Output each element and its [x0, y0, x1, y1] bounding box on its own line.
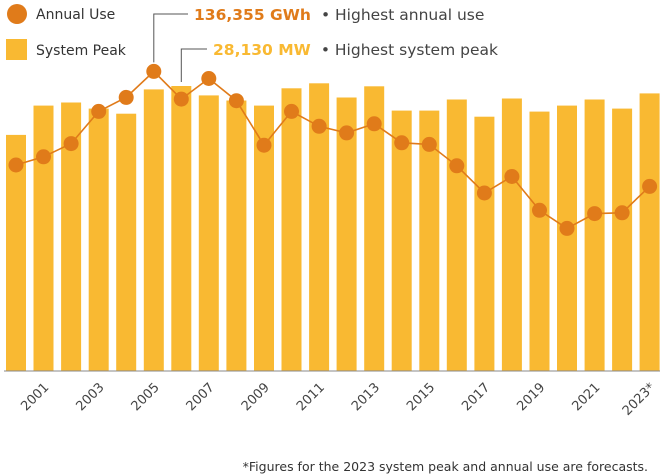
- svg-text:136,355 GWh • Highest an: 136,355 GWh • Highest annual use: [194, 5, 484, 24]
- annual-use-point-2021: [587, 206, 603, 222]
- annual-use-point-2006: [173, 91, 189, 107]
- system-peak-bar-2021: [584, 99, 605, 371]
- annotation-annual-use-value: 136,355 GWh: [194, 6, 311, 24]
- annual-use-point-2014: [394, 135, 410, 151]
- annual-use-point-2015: [421, 136, 437, 152]
- annual-use-point-2004: [118, 89, 134, 105]
- system-peak-bar-2001: [33, 105, 54, 371]
- annual-use-point-2008: [228, 93, 244, 109]
- legend-system-peak-label: System Peak: [36, 43, 127, 59]
- system-peak-bar-2013: [364, 86, 385, 372]
- system-peak-bar-2015: [419, 110, 440, 371]
- annual-use-point-2012: [339, 125, 355, 141]
- system-peak-bar-2016: [446, 99, 467, 371]
- annual-use-point-2019: [532, 202, 547, 218]
- x-tick-label-2023: 2023*: [620, 380, 659, 419]
- legend-annual-use-label: Annual Use: [36, 7, 115, 23]
- annotation-leader-system-peak: [180, 48, 207, 82]
- system-peak-bar-2022: [612, 108, 633, 371]
- annual-use-point-2003: [91, 103, 107, 119]
- system-peak-bars: [6, 83, 660, 372]
- legend: Annual Use System Peak: [6, 4, 127, 60]
- x-tick-label-2007: 2007: [184, 380, 218, 414]
- annual-use-point-2007: [201, 71, 217, 86]
- annotation-annual-use-text: • Highest annual use: [321, 6, 484, 24]
- x-tick-label-2001: 2001: [18, 380, 52, 414]
- system-peak-bar-2003: [88, 108, 109, 371]
- annual-use-point-2017: [476, 185, 492, 201]
- system-peak-bar-2009: [254, 105, 274, 371]
- x-tick-label-2005: 2005: [129, 380, 163, 414]
- annual-use-point-2023: [642, 178, 658, 194]
- system-peak-bar-2014: [391, 110, 412, 371]
- system-peak-bar-2011: [309, 83, 330, 372]
- x-tick-label-2021: 2021: [569, 380, 603, 414]
- x-tick-label-2017: 2017: [459, 380, 493, 414]
- system-peak-bar-2005: [143, 89, 164, 372]
- annual-use-point-2000: [8, 157, 24, 173]
- annotation-highest-annual-use: 136,355 GWh • Highest annual use: [153, 5, 484, 63]
- annual-use-polyline: [15, 70, 651, 230]
- annotation-system-peak-text: • Highest system peak: [321, 41, 498, 59]
- x-tick-label-2009: 2009: [239, 380, 273, 414]
- annual-use-line: [8, 63, 658, 236]
- system-peak-bar-2023: [639, 93, 660, 372]
- system-peak-bar-2000: [6, 134, 26, 371]
- annual-use-point-2001: [36, 149, 51, 165]
- footnote: *Figures for the 2023 system peak and an…: [243, 459, 648, 474]
- x-tick-label-2015: 2015: [404, 380, 438, 414]
- x-axis-ticks: 2001 2003 2005 2007 2009 2011 2013 2015 2017 2019…: [18, 380, 658, 419]
- annotation-highest-system-peak: 28,130 MW • Highest system peak: [180, 40, 498, 82]
- system-peak-bar-2010: [281, 88, 302, 372]
- x-tick-label-2003: 2003: [74, 380, 108, 414]
- x-tick-label-2019: 2019: [514, 380, 548, 414]
- system-peak-bar-2020: [557, 105, 577, 371]
- system-peak-bar-2019: [529, 111, 550, 371]
- system-peak-bar-2012: [336, 97, 357, 371]
- annual-use-point-2016: [449, 158, 465, 174]
- annotation-system-peak-value: 28,130 MW: [213, 41, 311, 59]
- system-peak-bar-2017: [474, 116, 495, 371]
- system-peak-bar-2004: [116, 113, 137, 371]
- legend-system-peak-marker: [6, 39, 27, 60]
- annual-use-point-2010: [284, 103, 299, 119]
- x-tick-label-2011: 2011: [294, 380, 328, 414]
- annual-use-point-2002: [63, 136, 79, 152]
- system-peak-bar-2018: [501, 98, 522, 371]
- annual-use-point-2018: [504, 169, 520, 184]
- x-tick-label-2013: 2013: [349, 380, 383, 414]
- svg-text:28,130 MW • Highest syst: 28,130 MW • Highest system peak: [213, 40, 498, 59]
- system-peak-bar-2008: [226, 100, 247, 371]
- annual-use-point-2013: [366, 116, 382, 132]
- system-peak-bar-2006: [171, 86, 192, 371]
- annual-use-point-2022: [614, 205, 630, 221]
- system-peak-bar-2002: [61, 102, 82, 371]
- annual-use-point-2011: [311, 118, 327, 134]
- annotation-leader-annual-use: [153, 13, 188, 63]
- legend-annual-use-marker: [7, 4, 27, 24]
- annual-use-point-2009: [256, 137, 272, 153]
- system-peak-bar-2007: [198, 95, 219, 372]
- annual-use-point-2005: [146, 63, 162, 79]
- annual-use-point-2020: [559, 220, 575, 236]
